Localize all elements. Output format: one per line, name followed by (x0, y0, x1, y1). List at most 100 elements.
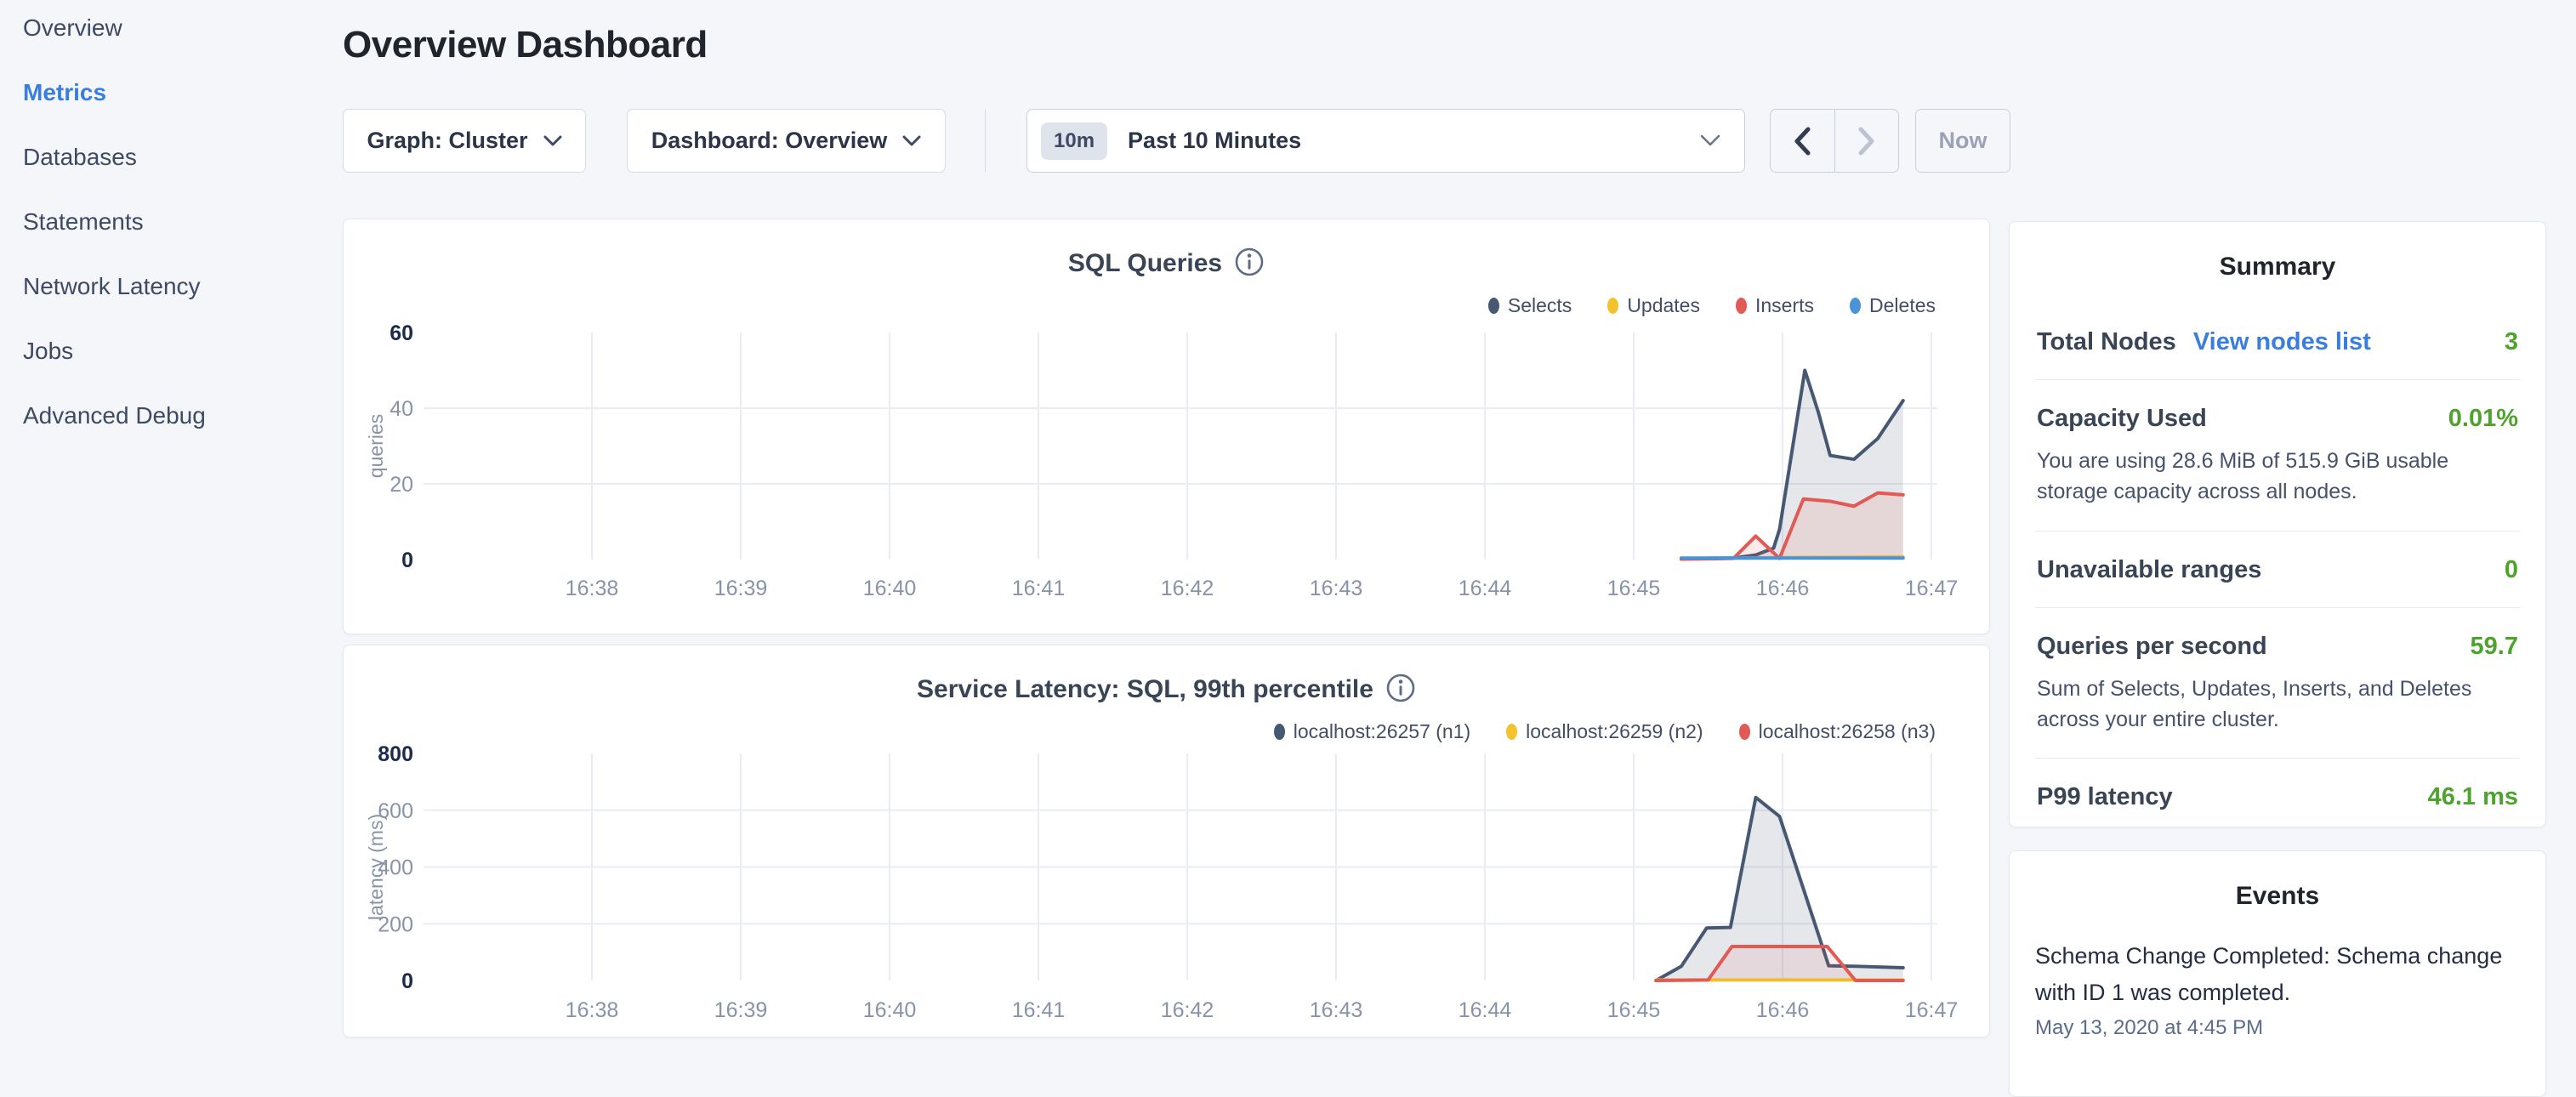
svg-text:0: 0 (401, 548, 413, 572)
toolbar: Graph: Cluster Dashboard: Overview 10m P… (343, 109, 2010, 173)
summary-label: Total Nodes (2037, 328, 2176, 356)
legend-label: localhost:26258 (n3) (1759, 720, 1936, 743)
summary-label: Unavailable ranges (2037, 556, 2261, 584)
legend-item-selects[interactable]: Selects (1488, 294, 1572, 317)
legend-label: localhost:26259 (n2) (1526, 720, 1703, 743)
events-panel: Events Schema Change Completed: Schema c… (2009, 850, 2546, 1097)
svg-text:16:38: 16:38 (566, 577, 619, 600)
svg-text:16:43: 16:43 (1310, 998, 1363, 1022)
summary-value: 0.01% (2448, 405, 2518, 433)
service-latency-chart-card: 800600400200016:3816:3916:4016:4116:4216… (343, 645, 1990, 1037)
series-dot (1736, 298, 1747, 314)
sidebar-item-metrics[interactable]: Metrics (23, 81, 321, 105)
svg-text:60: 60 (390, 321, 413, 345)
graph-dropdown-label: Graph: Cluster (367, 128, 527, 154)
summary-row-p99-latency: P99 latency 46.1 ms (2035, 758, 2520, 834)
sidebar-item-jobs[interactable]: Jobs (23, 339, 321, 363)
legend-item-deletes[interactable]: Deletes (1850, 294, 1936, 317)
sidebar-item-advanced-debug[interactable]: Advanced Debug (23, 404, 321, 428)
sidebar-item-statements[interactable]: Statements (23, 210, 321, 234)
summary-value: 0 (2505, 556, 2518, 584)
legend-label: Updates (1627, 294, 1700, 317)
chart-title-row: Service Latency: SQL, 99th percentile (344, 673, 1989, 710)
summary-rows: Total Nodes View nodes list 3 Capacity U… (2035, 304, 2520, 834)
svg-text:16:42: 16:42 (1161, 998, 1214, 1022)
svg-text:16:40: 16:40 (863, 998, 917, 1022)
legend-item-node3[interactable]: localhost:26258 (n3) (1739, 720, 1936, 743)
svg-text:16:41: 16:41 (1012, 577, 1066, 600)
summary-label: Queries per second (2037, 633, 2267, 661)
page-title: Overview Dashboard (343, 24, 708, 66)
legend-label: Inserts (1755, 294, 1814, 317)
legend-label: Selects (1508, 294, 1572, 317)
summary-row-queries-per-second: Queries per second 59.7 Sum of Selects, … (2035, 607, 2520, 759)
view-nodes-list-link[interactable]: View nodes list (2193, 328, 2371, 356)
svg-text:latency (ms): latency (ms) (365, 814, 387, 920)
now-button[interactable]: Now (1915, 109, 2010, 173)
svg-text:16:46: 16:46 (1756, 577, 1810, 600)
chart-title-row: SQL Queries (344, 247, 1989, 284)
time-forward-button[interactable] (1834, 110, 1899, 172)
time-range-selector[interactable]: 10m Past 10 Minutes (1026, 109, 1745, 173)
summary-value: 59.7 (2471, 633, 2518, 661)
sidebar: Overview Metrics Databases Statements Ne… (23, 16, 321, 469)
summary-label: Capacity Used (2037, 405, 2207, 433)
summary-desc: Sum of Selects, Updates, Inserts, and De… (2037, 674, 2518, 736)
chart-title: Service Latency: SQL, 99th percentile (917, 675, 1373, 703)
sidebar-item-overview[interactable]: Overview (23, 16, 321, 40)
summary-desc: You are using 28.6 MiB of 515.9 GiB usab… (2037, 446, 2518, 508)
svg-text:16:41: 16:41 (1012, 998, 1066, 1022)
summary-label: P99 latency (2037, 783, 2173, 811)
svg-text:16:40: 16:40 (863, 577, 917, 600)
app-root: Overview Metrics Databases Statements Ne… (0, 0, 2576, 1051)
summary-value: 46.1 ms (2428, 783, 2518, 811)
svg-text:16:39: 16:39 (714, 577, 768, 600)
series-dot (1607, 298, 1618, 314)
time-range-label: Past 10 Minutes (1128, 128, 1700, 154)
summary-value: 3 (2505, 328, 2518, 356)
svg-text:16:44: 16:44 (1459, 998, 1512, 1022)
legend-item-node2[interactable]: localhost:26259 (n2) (1506, 720, 1703, 743)
legend-item-updates[interactable]: Updates (1607, 294, 1700, 317)
legend-item-node1[interactable]: localhost:26257 (n1) (1274, 720, 1470, 743)
legend-label: Deletes (1869, 294, 1936, 317)
sql-queries-chart-card: 604020016:3816:3916:4016:4116:4216:4316:… (343, 219, 1990, 634)
time-pager (1770, 109, 1899, 173)
svg-text:queries: queries (365, 414, 387, 478)
svg-text:20: 20 (390, 473, 413, 497)
svg-text:16:45: 16:45 (1607, 577, 1661, 600)
series-dot (1488, 298, 1499, 314)
events-title: Events (2035, 882, 2520, 911)
series-dot (1850, 298, 1861, 314)
summary-row-capacity-used: Capacity Used 0.01% You are using 28.6 M… (2035, 379, 2520, 531)
series-dot (1274, 724, 1285, 740)
chevron-left-icon (1793, 127, 1811, 156)
svg-text:16:39: 16:39 (714, 998, 768, 1022)
info-icon[interactable] (1234, 247, 1265, 284)
graph-dropdown[interactable]: Graph: Cluster (343, 109, 586, 173)
summary-row-unavailable-ranges: Unavailable ranges 0 (2035, 531, 2520, 607)
time-back-button[interactable] (1771, 110, 1834, 172)
event-item[interactable]: Schema Change Completed: Schema change w… (2035, 938, 2520, 1011)
chart-legend: localhost:26257 (n1) localhost:26259 (n2… (1274, 720, 1936, 743)
time-range-badge: 10m (1041, 122, 1107, 160)
legend-item-inserts[interactable]: Inserts (1736, 294, 1814, 317)
summary-title: Summary (2035, 253, 2520, 281)
svg-text:800: 800 (378, 742, 413, 766)
sidebar-item-network-latency[interactable]: Network Latency (23, 275, 321, 298)
chevron-down-icon (902, 135, 921, 147)
svg-text:16:42: 16:42 (1161, 577, 1214, 600)
series-dot (1739, 724, 1750, 740)
chevron-right-icon (1857, 127, 1876, 156)
svg-text:16:47: 16:47 (1905, 998, 1959, 1022)
svg-text:16:45: 16:45 (1607, 998, 1661, 1022)
summary-row-total-nodes: Total Nodes View nodes list 3 (2035, 304, 2520, 379)
dashboard-dropdown[interactable]: Dashboard: Overview (627, 109, 946, 173)
sidebar-item-databases[interactable]: Databases (23, 145, 321, 169)
chevron-down-icon (1700, 134, 1720, 147)
svg-text:16:46: 16:46 (1756, 998, 1810, 1022)
series-dot (1506, 724, 1517, 740)
chart-title: SQL Queries (1068, 249, 1222, 277)
svg-text:16:44: 16:44 (1459, 577, 1512, 600)
info-icon[interactable] (1385, 673, 1416, 710)
